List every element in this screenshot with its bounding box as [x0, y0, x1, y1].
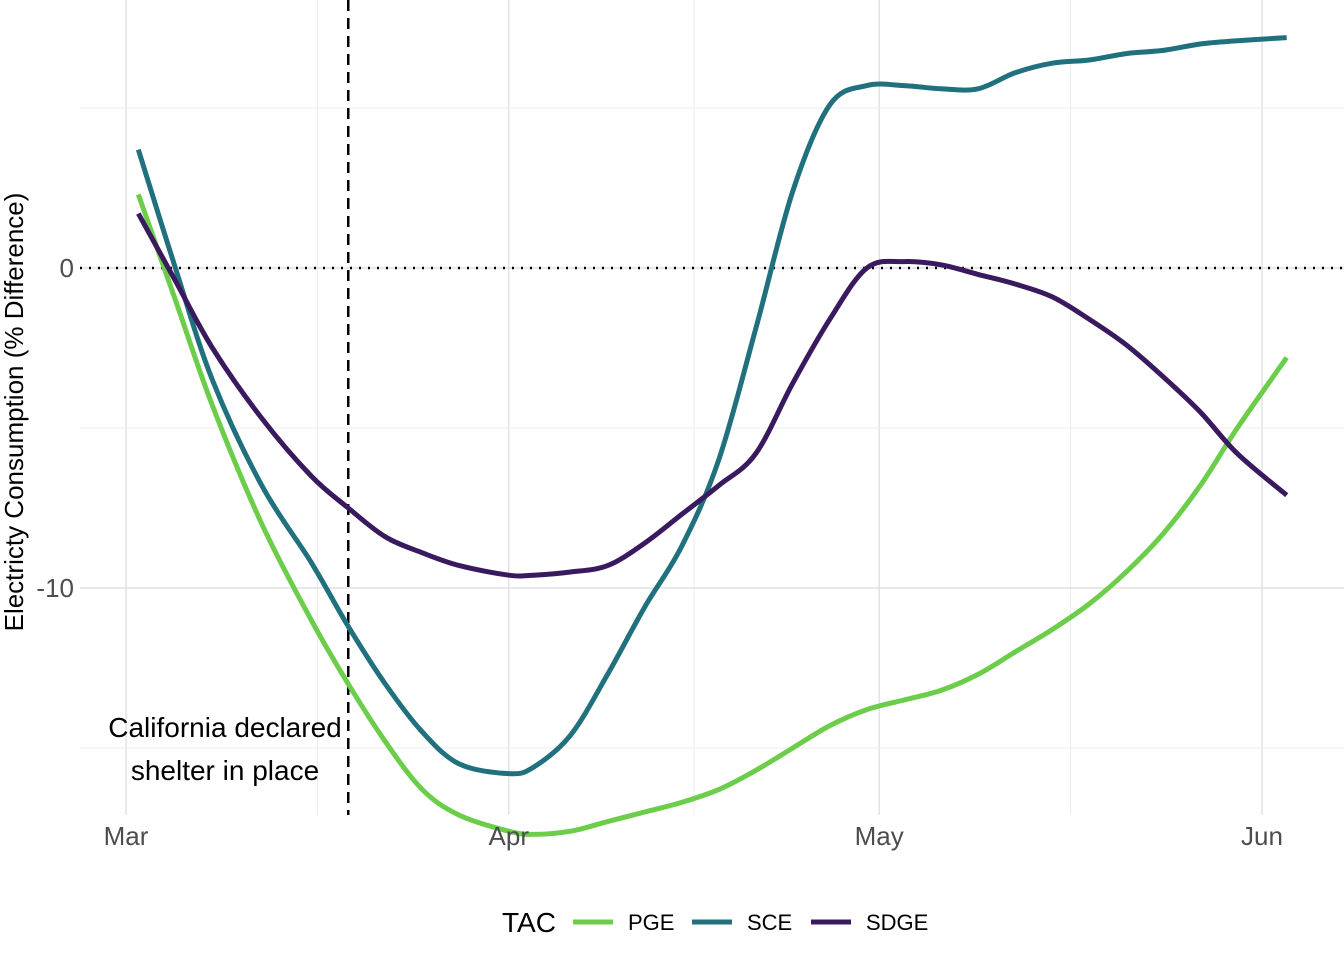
- x-tick-label-mar: Mar: [104, 821, 149, 851]
- y-axis-title: Electricty Consumption (% Difference): [0, 193, 29, 632]
- annotation: California declared shelter in place: [108, 712, 341, 786]
- x-tick-label-apr: Apr: [489, 821, 530, 851]
- series-lines: [135, 35, 1289, 837]
- legend-label-sdge: SDGE: [866, 910, 928, 935]
- x-axis-ticks: Mar Apr May Jun: [104, 821, 1283, 851]
- y-axis-ticks: 0 -10: [36, 253, 74, 603]
- legend: TAC PGE SCE SDGE: [502, 907, 928, 938]
- series-line-sce: [135, 35, 1287, 777]
- annotation-line-1: California declared: [108, 712, 341, 743]
- series-line-pge: [135, 193, 1289, 837]
- reference-lines: [80, 0, 1344, 815]
- legend-label-sce: SCE: [747, 910, 792, 935]
- x-tick-label-jun: Jun: [1241, 821, 1283, 851]
- y-tick-label-0: 0: [60, 253, 74, 283]
- legend-label-pge: PGE: [628, 910, 674, 935]
- legend-title: TAC: [502, 907, 556, 938]
- x-tick-label-may: May: [855, 821, 904, 851]
- series-line-sdge: [136, 212, 1289, 579]
- annotation-line-2: shelter in place: [131, 755, 319, 786]
- y-tick-label-neg10: -10: [36, 573, 74, 603]
- grid: [80, 0, 1344, 815]
